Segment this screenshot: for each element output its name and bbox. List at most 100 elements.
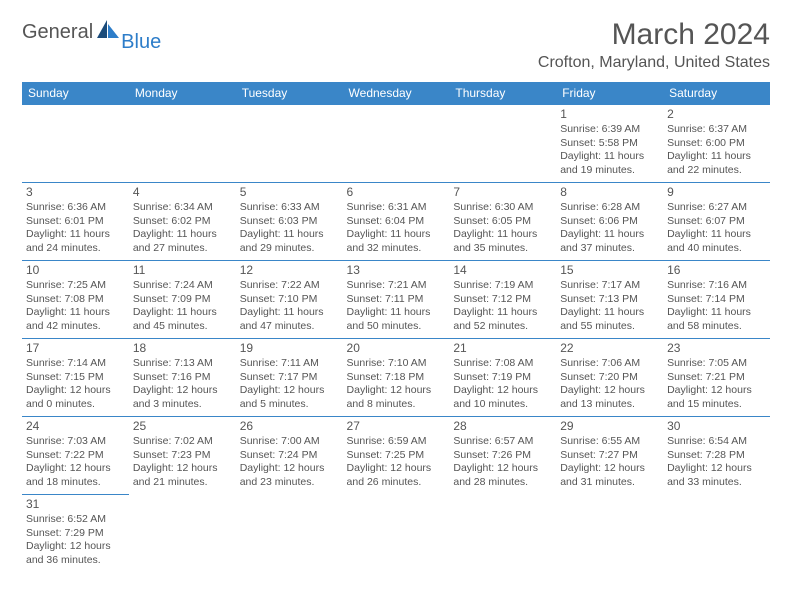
sunrise-text: Sunrise: 7:14 AM bbox=[26, 357, 125, 370]
daylight-text: Daylight: 11 hours bbox=[240, 228, 339, 241]
daylight-text: Daylight: 11 hours bbox=[240, 306, 339, 319]
day-number: 20 bbox=[347, 341, 446, 356]
daylight-text: and 3 minutes. bbox=[133, 398, 232, 411]
day-number: 25 bbox=[133, 419, 232, 434]
daylight-text: and 29 minutes. bbox=[240, 242, 339, 255]
daylight-text: Daylight: 12 hours bbox=[133, 384, 232, 397]
calendar-day-cell: 15Sunrise: 7:17 AMSunset: 7:13 PMDayligh… bbox=[556, 261, 663, 339]
brand-logo: General Blue bbox=[22, 18, 161, 47]
daylight-text: and 31 minutes. bbox=[560, 476, 659, 489]
daylight-text: and 8 minutes. bbox=[347, 398, 446, 411]
calendar-day-cell: 14Sunrise: 7:19 AMSunset: 7:12 PMDayligh… bbox=[449, 261, 556, 339]
sunset-text: Sunset: 6:01 PM bbox=[26, 215, 125, 228]
daylight-text: Daylight: 11 hours bbox=[667, 228, 766, 241]
calendar-day-cell bbox=[236, 495, 343, 573]
daylight-text: Daylight: 11 hours bbox=[347, 228, 446, 241]
calendar-day-cell bbox=[449, 105, 556, 183]
calendar-day-cell: 2Sunrise: 6:37 AMSunset: 6:00 PMDaylight… bbox=[663, 105, 770, 183]
daylight-text: Daylight: 11 hours bbox=[347, 306, 446, 319]
sunset-text: Sunset: 7:18 PM bbox=[347, 371, 446, 384]
daylight-text: Daylight: 11 hours bbox=[453, 306, 552, 319]
sunset-text: Sunset: 7:29 PM bbox=[26, 527, 125, 540]
calendar-day-cell: 20Sunrise: 7:10 AMSunset: 7:18 PMDayligh… bbox=[343, 339, 450, 417]
daylight-text: and 50 minutes. bbox=[347, 320, 446, 333]
day-number: 19 bbox=[240, 341, 339, 356]
calendar-day-cell bbox=[343, 495, 450, 573]
sunrise-text: Sunrise: 6:34 AM bbox=[133, 201, 232, 214]
day-number: 3 bbox=[26, 185, 125, 200]
daylight-text: Daylight: 11 hours bbox=[560, 228, 659, 241]
day-number: 4 bbox=[133, 185, 232, 200]
sunrise-text: Sunrise: 7:05 AM bbox=[667, 357, 766, 370]
sunrise-text: Sunrise: 6:37 AM bbox=[667, 123, 766, 136]
calendar-day-cell: 5Sunrise: 6:33 AMSunset: 6:03 PMDaylight… bbox=[236, 183, 343, 261]
daylight-text: Daylight: 11 hours bbox=[560, 306, 659, 319]
calendar-day-cell: 1Sunrise: 6:39 AMSunset: 5:58 PMDaylight… bbox=[556, 105, 663, 183]
daylight-text: Daylight: 12 hours bbox=[26, 384, 125, 397]
daylight-text: and 55 minutes. bbox=[560, 320, 659, 333]
daylight-text: Daylight: 12 hours bbox=[667, 384, 766, 397]
calendar-week-row: 17Sunrise: 7:14 AMSunset: 7:15 PMDayligh… bbox=[22, 339, 770, 417]
calendar-day-cell: 16Sunrise: 7:16 AMSunset: 7:14 PMDayligh… bbox=[663, 261, 770, 339]
sunrise-text: Sunrise: 6:52 AM bbox=[26, 513, 125, 526]
daylight-text: Daylight: 12 hours bbox=[240, 384, 339, 397]
day-number: 23 bbox=[667, 341, 766, 356]
sunset-text: Sunset: 7:11 PM bbox=[347, 293, 446, 306]
daylight-text: and 47 minutes. bbox=[240, 320, 339, 333]
sunrise-text: Sunrise: 7:11 AM bbox=[240, 357, 339, 370]
sunrise-text: Sunrise: 7:08 AM bbox=[453, 357, 552, 370]
sunset-text: Sunset: 7:22 PM bbox=[26, 449, 125, 462]
sunset-text: Sunset: 7:15 PM bbox=[26, 371, 125, 384]
sunset-text: Sunset: 7:10 PM bbox=[240, 293, 339, 306]
day-number: 8 bbox=[560, 185, 659, 200]
location-subtitle: Crofton, Maryland, United States bbox=[538, 54, 770, 72]
day-header-row: Sunday Monday Tuesday Wednesday Thursday… bbox=[22, 82, 770, 105]
sunrise-text: Sunrise: 6:54 AM bbox=[667, 435, 766, 448]
day-header: Tuesday bbox=[236, 82, 343, 105]
logo-blue-text: Blue bbox=[121, 31, 161, 54]
day-number: 31 bbox=[26, 497, 125, 512]
calendar-day-cell: 28Sunrise: 6:57 AMSunset: 7:26 PMDayligh… bbox=[449, 417, 556, 495]
calendar-day-cell bbox=[556, 495, 663, 573]
day-number: 2 bbox=[667, 107, 766, 122]
sunset-text: Sunset: 7:25 PM bbox=[347, 449, 446, 462]
sunset-text: Sunset: 7:24 PM bbox=[240, 449, 339, 462]
sunset-text: Sunset: 5:58 PM bbox=[560, 137, 659, 150]
daylight-text: Daylight: 11 hours bbox=[667, 306, 766, 319]
daylight-text: Daylight: 12 hours bbox=[667, 462, 766, 475]
sunset-text: Sunset: 7:28 PM bbox=[667, 449, 766, 462]
sunrise-text: Sunrise: 7:19 AM bbox=[453, 279, 552, 292]
day-number: 14 bbox=[453, 263, 552, 278]
sunset-text: Sunset: 6:04 PM bbox=[347, 215, 446, 228]
sunrise-text: Sunrise: 7:16 AM bbox=[667, 279, 766, 292]
calendar-day-cell bbox=[129, 105, 236, 183]
daylight-text: Daylight: 12 hours bbox=[453, 384, 552, 397]
sunset-text: Sunset: 6:00 PM bbox=[667, 137, 766, 150]
calendar-day-cell: 26Sunrise: 7:00 AMSunset: 7:24 PMDayligh… bbox=[236, 417, 343, 495]
day-header: Friday bbox=[556, 82, 663, 105]
sunset-text: Sunset: 6:02 PM bbox=[133, 215, 232, 228]
day-header: Wednesday bbox=[343, 82, 450, 105]
day-number: 28 bbox=[453, 419, 552, 434]
day-number: 11 bbox=[133, 263, 232, 278]
sunrise-text: Sunrise: 6:39 AM bbox=[560, 123, 659, 136]
calendar-day-cell: 21Sunrise: 7:08 AMSunset: 7:19 PMDayligh… bbox=[449, 339, 556, 417]
daylight-text: and 21 minutes. bbox=[133, 476, 232, 489]
day-header: Thursday bbox=[449, 82, 556, 105]
daylight-text: and 5 minutes. bbox=[240, 398, 339, 411]
calendar-day-cell: 27Sunrise: 6:59 AMSunset: 7:25 PMDayligh… bbox=[343, 417, 450, 495]
sunset-text: Sunset: 6:07 PM bbox=[667, 215, 766, 228]
sunrise-text: Sunrise: 6:30 AM bbox=[453, 201, 552, 214]
calendar-day-cell: 25Sunrise: 7:02 AMSunset: 7:23 PMDayligh… bbox=[129, 417, 236, 495]
sunrise-text: Sunrise: 7:25 AM bbox=[26, 279, 125, 292]
calendar-day-cell: 22Sunrise: 7:06 AMSunset: 7:20 PMDayligh… bbox=[556, 339, 663, 417]
daylight-text: and 10 minutes. bbox=[453, 398, 552, 411]
sunset-text: Sunset: 7:14 PM bbox=[667, 293, 766, 306]
daylight-text: Daylight: 11 hours bbox=[26, 228, 125, 241]
daylight-text: and 28 minutes. bbox=[453, 476, 552, 489]
calendar-day-cell: 19Sunrise: 7:11 AMSunset: 7:17 PMDayligh… bbox=[236, 339, 343, 417]
calendar-day-cell bbox=[449, 495, 556, 573]
daylight-text: and 22 minutes. bbox=[667, 164, 766, 177]
day-number: 16 bbox=[667, 263, 766, 278]
calendar-day-cell: 29Sunrise: 6:55 AMSunset: 7:27 PMDayligh… bbox=[556, 417, 663, 495]
